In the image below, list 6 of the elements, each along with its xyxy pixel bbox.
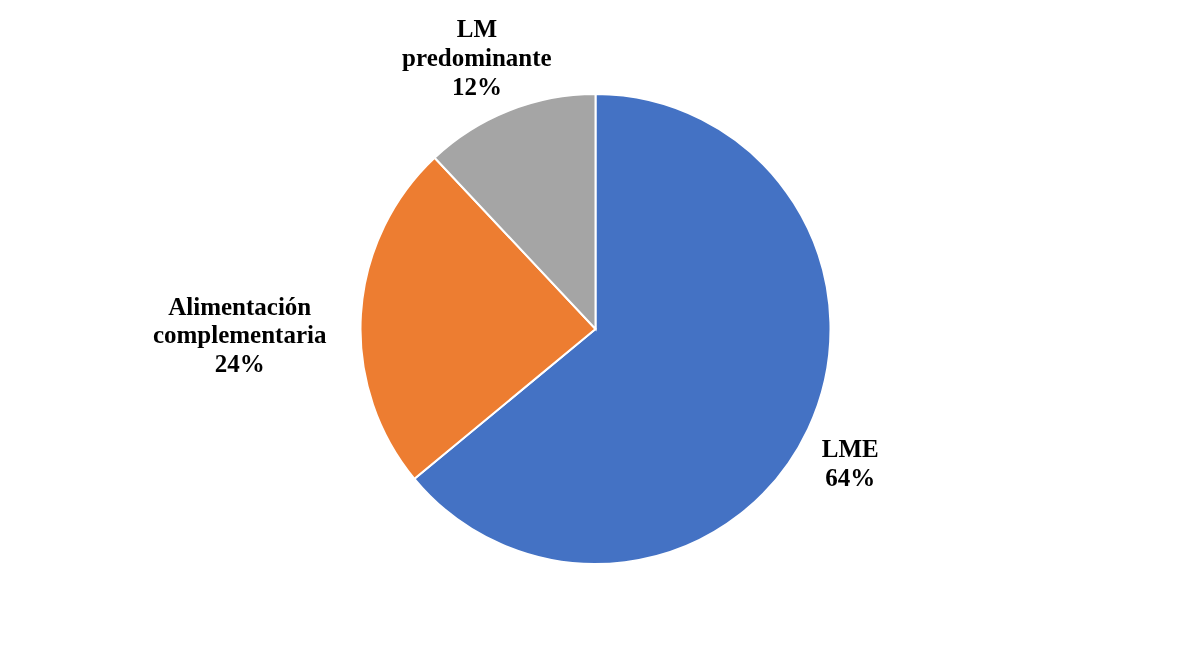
- data-label: 24%: [214, 350, 265, 378]
- slice-label: LME: [821, 434, 879, 462]
- slice-label: LM predominante: [402, 15, 552, 72]
- data-label: 64%: [825, 463, 876, 491]
- data-label: 12%: [451, 72, 502, 100]
- slice-label: Alimentación complementaria: [152, 292, 327, 349]
